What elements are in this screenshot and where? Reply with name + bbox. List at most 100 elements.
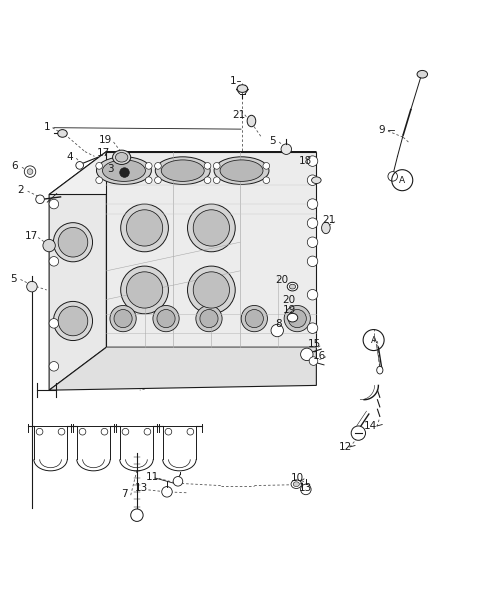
Ellipse shape <box>196 305 222 332</box>
Circle shape <box>307 156 318 167</box>
Circle shape <box>49 319 59 328</box>
Circle shape <box>36 428 43 435</box>
Text: 9: 9 <box>378 125 385 135</box>
Ellipse shape <box>116 153 128 162</box>
Circle shape <box>300 348 313 361</box>
Ellipse shape <box>289 285 296 289</box>
Ellipse shape <box>287 282 298 291</box>
Circle shape <box>281 144 291 155</box>
Circle shape <box>263 162 270 170</box>
Ellipse shape <box>102 160 145 181</box>
Circle shape <box>96 177 103 183</box>
Ellipse shape <box>293 482 300 486</box>
Circle shape <box>101 428 108 435</box>
Circle shape <box>27 282 37 292</box>
Text: 11: 11 <box>145 472 159 482</box>
Polygon shape <box>107 152 316 347</box>
Circle shape <box>120 168 129 177</box>
Text: 1: 1 <box>229 77 236 86</box>
Circle shape <box>204 162 211 170</box>
Text: 5: 5 <box>270 136 276 146</box>
Ellipse shape <box>96 157 151 184</box>
Circle shape <box>214 177 220 183</box>
Text: 6: 6 <box>12 161 18 171</box>
Circle shape <box>145 177 152 183</box>
Ellipse shape <box>291 480 301 488</box>
Text: 1: 1 <box>43 122 50 132</box>
Ellipse shape <box>284 305 311 332</box>
Ellipse shape <box>110 305 136 332</box>
Text: 3: 3 <box>108 164 114 174</box>
Ellipse shape <box>377 367 383 374</box>
Circle shape <box>96 162 103 170</box>
Ellipse shape <box>188 266 235 314</box>
Ellipse shape <box>214 157 269 184</box>
Circle shape <box>76 162 84 170</box>
Circle shape <box>307 199 318 209</box>
Circle shape <box>131 509 143 521</box>
Circle shape <box>162 486 172 497</box>
Circle shape <box>145 162 152 170</box>
Text: 19: 19 <box>283 305 296 316</box>
Ellipse shape <box>157 310 175 328</box>
Ellipse shape <box>247 115 256 127</box>
Ellipse shape <box>193 210 229 246</box>
Circle shape <box>307 289 318 300</box>
Text: 19: 19 <box>98 135 111 145</box>
Text: 20: 20 <box>276 275 288 285</box>
Circle shape <box>58 428 65 435</box>
Circle shape <box>271 324 283 337</box>
Ellipse shape <box>113 150 131 165</box>
Circle shape <box>27 169 33 174</box>
Ellipse shape <box>126 210 163 246</box>
Circle shape <box>309 357 318 365</box>
Text: 14: 14 <box>364 421 377 431</box>
Text: 8: 8 <box>275 319 281 329</box>
Text: 21: 21 <box>232 110 246 120</box>
Ellipse shape <box>237 84 248 92</box>
Circle shape <box>307 256 318 267</box>
Text: A: A <box>399 176 405 184</box>
Circle shape <box>307 237 318 247</box>
Ellipse shape <box>188 204 235 252</box>
Text: 13: 13 <box>135 483 148 494</box>
Text: 21: 21 <box>323 215 336 225</box>
Circle shape <box>214 162 220 170</box>
Ellipse shape <box>288 310 306 328</box>
Ellipse shape <box>417 71 428 78</box>
Text: 10: 10 <box>291 473 304 483</box>
Text: 12: 12 <box>339 442 352 452</box>
Circle shape <box>351 426 365 440</box>
Ellipse shape <box>193 272 229 308</box>
Text: 15: 15 <box>307 340 321 349</box>
Ellipse shape <box>114 310 132 328</box>
Ellipse shape <box>53 223 93 262</box>
Ellipse shape <box>322 222 330 234</box>
Text: 16: 16 <box>313 351 326 361</box>
Ellipse shape <box>312 177 321 183</box>
Circle shape <box>165 428 172 435</box>
Polygon shape <box>49 152 107 390</box>
Circle shape <box>307 323 318 334</box>
Circle shape <box>155 177 161 183</box>
Ellipse shape <box>58 129 67 137</box>
Polygon shape <box>49 152 316 195</box>
Ellipse shape <box>220 160 263 181</box>
Text: 2: 2 <box>17 185 24 195</box>
Circle shape <box>173 477 183 486</box>
Text: 17: 17 <box>24 231 37 241</box>
Circle shape <box>49 256 59 266</box>
Text: 20: 20 <box>283 295 296 305</box>
Circle shape <box>388 171 397 181</box>
Circle shape <box>122 428 129 435</box>
Ellipse shape <box>153 305 179 332</box>
Circle shape <box>24 166 36 177</box>
Ellipse shape <box>120 204 168 252</box>
Text: 13: 13 <box>299 483 312 494</box>
Ellipse shape <box>245 310 264 328</box>
Circle shape <box>307 218 318 228</box>
Polygon shape <box>49 347 316 390</box>
Text: 7: 7 <box>121 489 127 499</box>
Ellipse shape <box>241 305 267 332</box>
Circle shape <box>49 362 59 371</box>
